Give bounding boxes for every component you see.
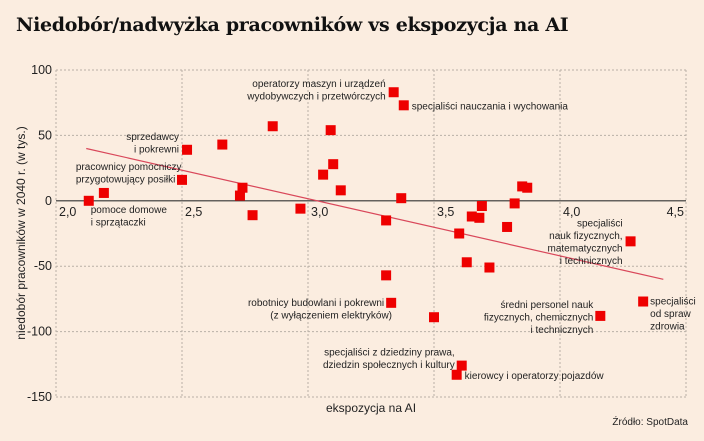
- x-tick-label: 4,5: [667, 205, 684, 219]
- data-point: [517, 181, 528, 192]
- y-tick-label: 0: [45, 194, 52, 208]
- data-point: [502, 221, 513, 232]
- data-point: [638, 296, 649, 307]
- x-axis-label: ekspozycja na AI: [326, 401, 416, 415]
- point-annotation: specjaliści nauk fizycznych,matematycznyc…: [548, 218, 623, 266]
- annotation-line: od spraw: [650, 309, 691, 320]
- annotation-line: pracownicy pomocniczy: [76, 162, 182, 173]
- point-annotation: operatorzy maszyn i urządzeń wydobywczych…: [246, 79, 385, 103]
- annotation-line: specjaliści z dziedziny prawa,: [324, 348, 455, 359]
- point-annotation: specjaliści z dziedziny prawa,dziedzin s…: [323, 348, 455, 372]
- point-annotation: kierowcy i operatorzy pojazdów: [465, 371, 605, 382]
- data-point: [295, 203, 306, 214]
- data-point: [98, 187, 109, 198]
- x-tick-label: 4,0: [563, 205, 580, 219]
- data-point: [328, 159, 339, 170]
- data-point: [595, 310, 606, 321]
- data-point: [182, 144, 193, 155]
- trend-line: [86, 147, 664, 280]
- data-point: [381, 215, 392, 226]
- data-point: [429, 312, 439, 323]
- annotation-line: i sprzątaczki: [91, 217, 146, 228]
- annotation-line: specjaliści: [577, 218, 623, 229]
- data-point: [325, 125, 336, 136]
- data-point: [476, 201, 487, 212]
- annotation-line: pomoce domowe: [91, 205, 168, 216]
- data-point: [381, 270, 392, 281]
- annotation-line: sprzedawcy: [126, 132, 179, 143]
- annotation-line: robotnicy budowlani i pokrewni: [248, 298, 384, 309]
- annotation-line: nauk fizycznych,: [549, 231, 622, 242]
- data-point: [177, 174, 187, 185]
- data-point: [267, 121, 278, 132]
- data-point: [484, 262, 495, 273]
- point-annotation: robotnicy budowlani i pokrewni(z wyłącze…: [248, 298, 392, 322]
- source-note: Źródło: SpotData: [612, 417, 688, 428]
- data-point: [456, 360, 467, 371]
- y-tick-label: -150: [27, 390, 52, 404]
- grid: [55, 69, 687, 398]
- x-tick-label: 2,0: [59, 205, 76, 219]
- annotation-line: dziedzin społecznych i kultury: [323, 360, 455, 371]
- data-point: [217, 139, 228, 150]
- y-axis-label: niedobór pracowników w 2040 r. (w tys.): [14, 126, 28, 339]
- y-tick-label: -100: [27, 325, 52, 339]
- data-point: [454, 228, 465, 239]
- data-point: [234, 190, 245, 201]
- y-tick-label: 50: [38, 128, 52, 142]
- data-point: [83, 195, 94, 206]
- annotation-line: operatorzy maszyn i urządzeń: [252, 79, 385, 90]
- x-axis-ticks: 2,0 2,5 3,0 3,5 4,0 4,5: [59, 205, 684, 219]
- annotation-line: średni personel nauk: [500, 300, 594, 311]
- annotation-line: fizycznych, chemicznych: [484, 312, 593, 323]
- annotation-line: wydobywczych i przetwórczych: [246, 92, 385, 103]
- annotation-line: i technicznych: [560, 256, 623, 267]
- x-tick-label: 2,5: [185, 205, 202, 219]
- data-point: [388, 87, 399, 98]
- x-tick-label: 3,5: [437, 205, 454, 219]
- y-tick-label: -50: [34, 259, 52, 273]
- data-point: [466, 211, 477, 222]
- data-points: [83, 87, 649, 380]
- annotation-line: zdrowia: [650, 322, 685, 333]
- annotation-line: specjaliści: [650, 297, 696, 308]
- annotation-line: i pokrewni: [134, 144, 179, 155]
- annotation-line: przygotowujący posiłki: [76, 174, 176, 185]
- data-point: [522, 182, 533, 193]
- data-point: [386, 297, 397, 308]
- data-point: [474, 212, 485, 223]
- x-tick-label: 3,0: [311, 205, 328, 219]
- point-annotation: specjaliści nauczania i wychowania: [412, 101, 569, 112]
- annotation-line: matematycznych: [548, 243, 623, 254]
- data-point: [451, 369, 462, 380]
- data-point: [398, 100, 409, 111]
- chart-title: Niedobór/nadwyżka pracowników vs ekspozy…: [16, 14, 569, 36]
- data-point: [237, 182, 248, 193]
- data-point: [461, 257, 472, 268]
- data-point: [247, 210, 258, 221]
- data-point: [318, 169, 329, 180]
- annotation-line: specjaliści nauczania i wychowania: [412, 101, 569, 112]
- annotation-line: kierowcy i operatorzy pojazdów: [465, 371, 605, 382]
- data-point: [625, 236, 636, 247]
- annotation-line: (z wyłączeniem elektryków): [270, 310, 392, 321]
- y-axis-ticks: 100 50 0 -50 -100 -150: [27, 63, 52, 404]
- y-tick-label: 100: [31, 63, 52, 77]
- data-point: [396, 193, 407, 204]
- annotation-line: i technicznych: [531, 325, 594, 336]
- data-point: [509, 198, 520, 209]
- data-point: [335, 185, 346, 196]
